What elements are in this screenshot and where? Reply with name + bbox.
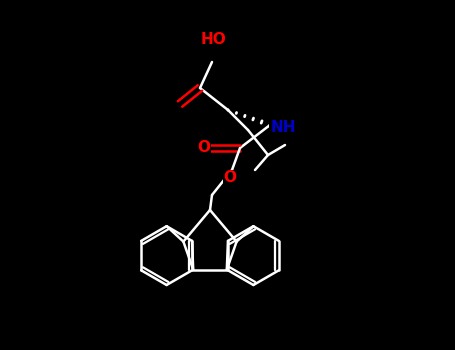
Text: O: O — [223, 170, 237, 186]
Text: O: O — [197, 140, 211, 155]
Text: HO: HO — [200, 33, 226, 48]
Text: NH: NH — [270, 119, 296, 134]
